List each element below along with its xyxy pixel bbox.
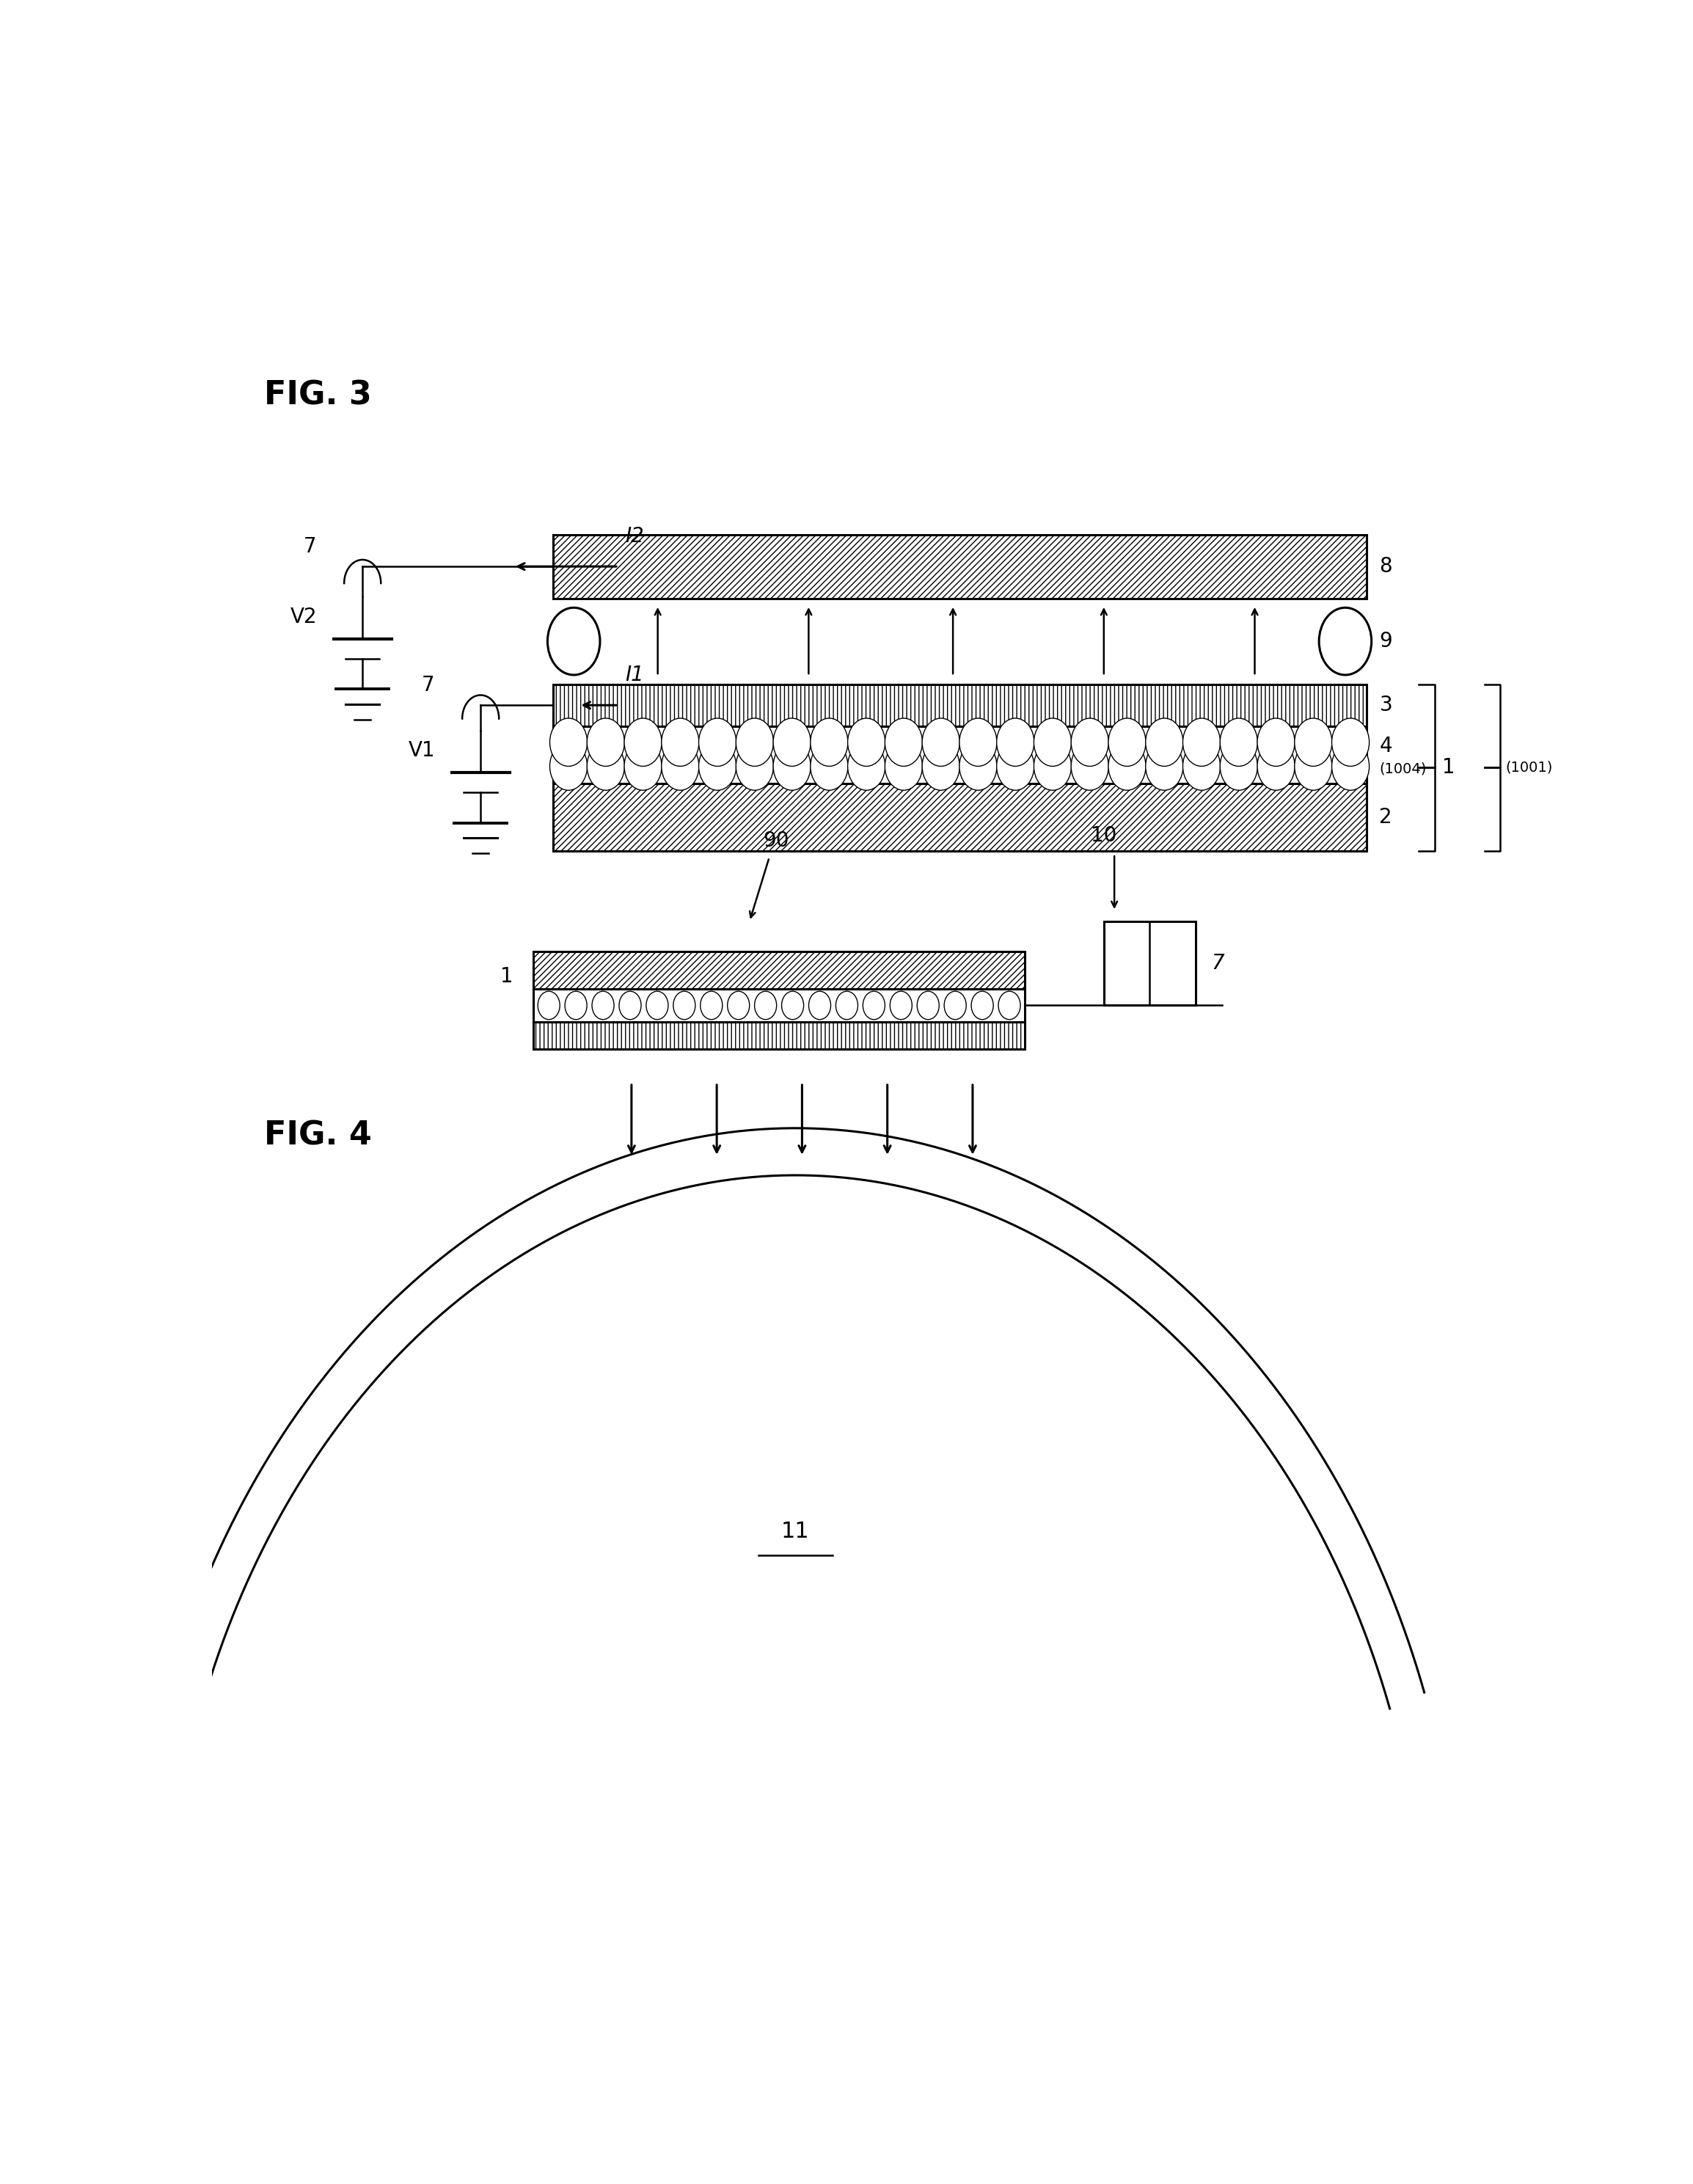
Text: V1: V1 [408, 740, 435, 760]
Bar [533, 952, 1026, 989]
Circle shape [923, 743, 960, 791]
Bar [552, 535, 1366, 598]
Circle shape [1109, 719, 1146, 767]
Circle shape [885, 743, 923, 791]
Circle shape [1258, 743, 1295, 791]
Text: FIG. 4: FIG. 4 [264, 1120, 372, 1151]
Circle shape [625, 719, 662, 767]
Circle shape [547, 607, 599, 675]
Circle shape [972, 992, 994, 1020]
Circle shape [1146, 719, 1183, 767]
Circle shape [587, 743, 625, 791]
Circle shape [918, 992, 940, 1020]
Circle shape [809, 992, 831, 1020]
Circle shape [736, 743, 774, 791]
Circle shape [1221, 719, 1258, 767]
Circle shape [997, 743, 1034, 791]
Circle shape [1295, 719, 1332, 767]
Text: FIG. 3: FIG. 3 [264, 380, 372, 411]
Circle shape [1034, 719, 1072, 767]
Text: I2: I2 [625, 526, 643, 546]
Circle shape [755, 992, 777, 1020]
Text: 7: 7 [1212, 952, 1224, 974]
Text: 1: 1 [501, 968, 513, 987]
Circle shape [885, 719, 923, 767]
Circle shape [538, 992, 560, 1020]
Circle shape [782, 992, 804, 1020]
Circle shape [550, 719, 587, 767]
Bar [552, 684, 1366, 727]
Circle shape [1183, 719, 1221, 767]
Circle shape [811, 719, 848, 767]
Text: 8: 8 [1380, 557, 1392, 577]
Circle shape [960, 719, 997, 767]
Circle shape [1258, 719, 1295, 767]
Text: 10: 10 [1090, 826, 1117, 845]
Text: I1: I1 [625, 664, 643, 686]
Circle shape [699, 719, 736, 767]
Text: 7: 7 [303, 535, 317, 557]
Circle shape [999, 992, 1021, 1020]
Bar [533, 989, 1026, 1022]
Text: V2: V2 [291, 607, 317, 627]
Text: 1: 1 [1442, 758, 1456, 778]
Circle shape [1319, 607, 1371, 675]
Circle shape [728, 992, 750, 1020]
Circle shape [662, 719, 699, 767]
Circle shape [625, 743, 662, 791]
Circle shape [620, 992, 642, 1020]
Circle shape [1072, 743, 1109, 791]
Text: 9: 9 [1380, 631, 1392, 651]
Circle shape [736, 719, 774, 767]
Circle shape [701, 992, 723, 1020]
Circle shape [1109, 743, 1146, 791]
Circle shape [1295, 743, 1332, 791]
Circle shape [863, 992, 885, 1020]
Circle shape [662, 743, 699, 791]
Circle shape [565, 992, 587, 1020]
Circle shape [647, 992, 669, 1020]
Bar [552, 727, 1366, 784]
Bar [552, 784, 1366, 850]
Circle shape [1072, 719, 1109, 767]
Circle shape [1221, 743, 1258, 791]
Text: 7: 7 [422, 675, 435, 695]
Circle shape [1146, 743, 1183, 791]
Circle shape [848, 743, 885, 791]
Circle shape [1034, 743, 1072, 791]
Circle shape [550, 743, 587, 791]
Circle shape [587, 719, 625, 767]
Circle shape [593, 992, 615, 1020]
Circle shape [674, 992, 696, 1020]
Circle shape [811, 743, 848, 791]
Circle shape [774, 743, 811, 791]
Text: 2: 2 [1380, 806, 1392, 828]
Circle shape [1332, 743, 1370, 791]
Circle shape [699, 743, 736, 791]
Circle shape [1332, 719, 1370, 767]
Circle shape [836, 992, 858, 1020]
Circle shape [848, 719, 885, 767]
Circle shape [891, 992, 913, 1020]
Text: (1001): (1001) [1505, 760, 1552, 775]
Circle shape [923, 719, 960, 767]
Text: 3: 3 [1380, 695, 1392, 716]
Text: 90: 90 [762, 830, 789, 850]
Bar [533, 1022, 1026, 1048]
Circle shape [997, 719, 1034, 767]
Circle shape [945, 992, 967, 1020]
Circle shape [1183, 743, 1221, 791]
Text: 11: 11 [780, 1520, 809, 1542]
Text: 4: 4 [1380, 736, 1392, 756]
Bar [1104, 922, 1195, 1005]
Circle shape [960, 743, 997, 791]
Circle shape [774, 719, 811, 767]
Text: (1004): (1004) [1380, 762, 1427, 775]
